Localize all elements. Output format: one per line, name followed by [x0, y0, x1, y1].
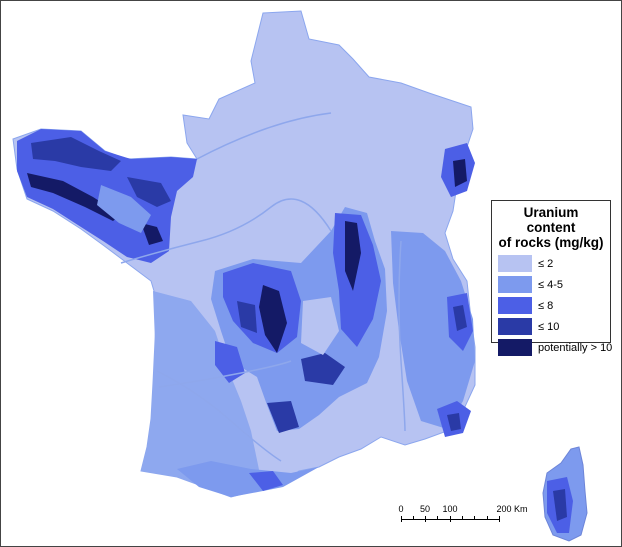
garonne-river [156, 370, 282, 462]
scale-tick [499, 516, 500, 522]
legend-label: ≤ 2 [538, 257, 554, 270]
legend-item: potentially > 10 [498, 338, 612, 357]
massif-central-light [301, 297, 339, 355]
maures-dark [447, 413, 461, 431]
aquitaine-zone [141, 291, 263, 497]
scale-tick [487, 516, 488, 519]
brittany-dark-1 [31, 137, 121, 171]
legend-label: ≤ 10 [538, 320, 560, 333]
legend-label: ≤ 8 [538, 299, 554, 312]
legend-item: ≤ 10 [498, 317, 604, 336]
legend-swatch [498, 255, 532, 272]
brittany-dark-2 [27, 173, 121, 221]
legend-swatch [498, 318, 532, 335]
scale-tick [474, 516, 475, 519]
rivers [120, 112, 406, 462]
legend-title-line1: Uranium content [523, 205, 579, 235]
legend-label: ≤ 4-5 [538, 278, 563, 291]
scale-bar: 0 50 100 200 Km [398, 504, 539, 534]
legend-swatch [498, 276, 532, 293]
legend-title-line2: of rocks (mg/kg) [498, 235, 604, 250]
dordogne-river [158, 360, 292, 388]
brittany-dark-4 [141, 223, 163, 245]
legend-item: ≤ 2 [498, 254, 604, 273]
legend-item: ≤ 4-5 [498, 275, 604, 294]
legend-swatch [498, 297, 532, 314]
vosges-dark [453, 159, 467, 187]
scale-label-100: 100 [442, 504, 458, 514]
seine-river [196, 112, 332, 160]
alps-dark [453, 305, 467, 331]
brittany-light-1 [97, 185, 151, 233]
pyrenees-zone [177, 461, 319, 497]
brittany-dark-3 [127, 177, 171, 207]
scale-tick [462, 516, 463, 519]
pyrenees-mid [249, 471, 283, 491]
legend-label: potentially > 10 [538, 341, 613, 354]
scale-tick [425, 516, 426, 522]
scale-label-0: 0 [398, 504, 404, 514]
legend-swatch [498, 339, 532, 356]
legend: Uranium content of rocks (mg/kg) ≤ 2 ≤ 4… [491, 200, 612, 356]
massif-central-dark-5 [267, 401, 299, 433]
massif-central-dark-3 [237, 301, 257, 333]
rhone-river [398, 240, 406, 432]
scale-label-50: 50 [419, 504, 431, 514]
scale-tick [437, 516, 438, 519]
limousin-zone [215, 341, 245, 383]
scale-tick [450, 516, 451, 522]
scale-tick [401, 516, 402, 522]
legend-item: ≤ 8 [498, 296, 604, 315]
massif-central-dark-4 [301, 353, 345, 385]
scale-label-200: 200 Km [496, 504, 528, 514]
massif-central-dark-1 [259, 285, 287, 353]
legend-title: Uranium content of rocks (mg/kg) [498, 205, 604, 250]
corsica-dark [553, 489, 567, 521]
massif-central-dark-2 [345, 221, 361, 291]
scale-tick [413, 516, 414, 519]
alps-zone [391, 231, 475, 429]
loire-river [120, 198, 332, 264]
